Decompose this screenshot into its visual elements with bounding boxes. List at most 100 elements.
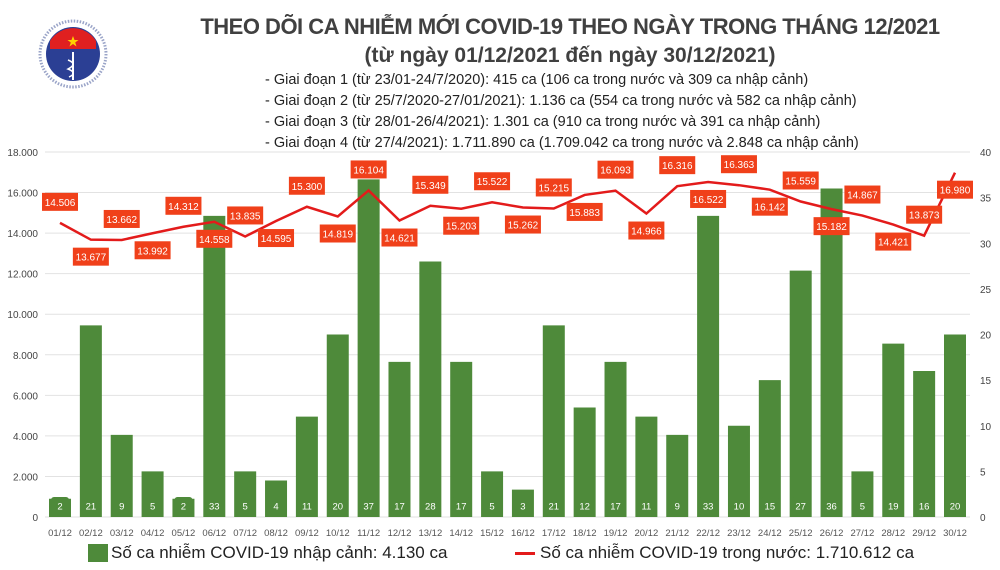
chart-title: THEO DÕI CA NHIỄM MỚI COVID-19 THEO NGÀY… bbox=[200, 14, 940, 39]
right-axis-tick: 10 bbox=[980, 422, 992, 433]
legend-imported-label: Số ca nhiễm COVID-19 nhập cảnh: 4.130 ca bbox=[111, 543, 448, 562]
line-label: 14.621 bbox=[384, 234, 415, 245]
line-label: 16.104 bbox=[353, 165, 384, 176]
x-axis-tick: 05/12 bbox=[172, 528, 196, 539]
bar-label-box bbox=[328, 497, 347, 514]
line-label: 15.349 bbox=[415, 181, 446, 192]
line-label: 13.835 bbox=[230, 211, 261, 222]
left-axis-tick: 18.000 bbox=[7, 148, 38, 159]
bar-label: 28 bbox=[425, 502, 436, 513]
bar-label-box bbox=[729, 497, 748, 514]
bar-label: 15 bbox=[765, 502, 776, 513]
bar bbox=[295, 416, 318, 517]
bar-label-box bbox=[668, 497, 687, 514]
left-axis-tick: 6.000 bbox=[13, 391, 38, 402]
line-label-box bbox=[227, 206, 264, 225]
line-label: 16.316 bbox=[662, 161, 693, 172]
domestic-line bbox=[59, 172, 957, 242]
line-label: 15.522 bbox=[477, 177, 508, 188]
line-label: 14.558 bbox=[199, 235, 230, 246]
bar-label: 16 bbox=[919, 502, 930, 513]
bar-label: 4 bbox=[273, 502, 278, 513]
bar-label: 21 bbox=[86, 502, 97, 513]
bar-label-box bbox=[51, 497, 69, 514]
bar-label-box bbox=[421, 497, 440, 514]
line-label-box bbox=[412, 175, 449, 194]
x-axis-tick: 18/12 bbox=[573, 528, 597, 539]
x-axis-tick: 01/12 bbox=[48, 528, 72, 539]
x-axis-tick: 30/12 bbox=[943, 528, 967, 539]
line-label-box bbox=[628, 221, 665, 240]
bar-label: 9 bbox=[675, 502, 680, 513]
bar bbox=[604, 361, 627, 517]
line-label-box bbox=[381, 228, 418, 247]
bar bbox=[110, 434, 133, 517]
bar-label-box bbox=[112, 497, 131, 514]
right-axis-tick: 15 bbox=[980, 376, 992, 387]
x-axis-tick: 13/12 bbox=[418, 528, 442, 539]
line-label-box bbox=[350, 160, 387, 179]
bar-label: 5 bbox=[243, 502, 248, 513]
left-axis-tick: 4.000 bbox=[13, 432, 38, 443]
left-axis-tick: 2.000 bbox=[13, 472, 38, 483]
bar-label: 20 bbox=[332, 502, 343, 513]
line-label-box bbox=[906, 205, 943, 224]
line-label: 16.363 bbox=[724, 160, 755, 171]
x-axis-tick: 16/12 bbox=[511, 528, 535, 539]
line-label: 14.595 bbox=[261, 234, 292, 245]
bar-label: 20 bbox=[950, 502, 961, 513]
line-label: 14.312 bbox=[168, 202, 199, 213]
line-label-box bbox=[690, 189, 727, 208]
line-label: 16.093 bbox=[600, 166, 631, 177]
bar-label-box bbox=[483, 497, 502, 514]
bar bbox=[727, 425, 750, 517]
bar bbox=[573, 407, 596, 517]
bar bbox=[820, 188, 843, 517]
bar-label-box bbox=[513, 497, 532, 514]
line-label: 13.992 bbox=[137, 246, 168, 257]
bar-label-box bbox=[390, 497, 409, 514]
line-label: 13.662 bbox=[106, 215, 137, 226]
bar-label: 27 bbox=[795, 502, 806, 513]
line-label: 16.142 bbox=[755, 203, 786, 214]
bar-label: 37 bbox=[363, 502, 374, 513]
line-label-box bbox=[813, 217, 850, 236]
bar-label-box bbox=[915, 497, 934, 514]
bar-label: 19 bbox=[888, 502, 899, 513]
x-axis-tick: 12/12 bbox=[388, 528, 412, 539]
x-axis-tick: 20/12 bbox=[634, 528, 658, 539]
bar-label: 21 bbox=[549, 502, 560, 513]
bar-label: 17 bbox=[394, 502, 405, 513]
bar-label: 5 bbox=[860, 502, 865, 513]
phase-1-text: - Giai đoạn 1 (từ 23/01-24/7/2020): 415 … bbox=[265, 72, 809, 88]
bar-label-box bbox=[452, 497, 471, 514]
bar bbox=[203, 215, 226, 517]
bar-label: 5 bbox=[489, 502, 494, 513]
x-axis-tick: 02/12 bbox=[79, 528, 103, 539]
x-axis-tick: 26/12 bbox=[820, 528, 844, 539]
bar-label: 3 bbox=[520, 502, 525, 513]
line-label: 15.262 bbox=[508, 221, 539, 232]
x-axis-tick: 15/12 bbox=[480, 528, 504, 539]
legend-domestic-label: Số ca nhiễm COVID-19 trong nước: 1.710.6… bbox=[540, 543, 915, 562]
bar-label: 17 bbox=[456, 502, 467, 513]
line-label-box bbox=[103, 209, 140, 228]
bar-label: 36 bbox=[826, 502, 837, 513]
right-axis-tick: 25 bbox=[980, 285, 992, 296]
line-label-box bbox=[196, 229, 233, 248]
line-label-box bbox=[659, 156, 696, 175]
bar-label: 2 bbox=[57, 502, 62, 513]
bar bbox=[913, 371, 936, 517]
chart-subtitle: (từ ngày 01/12/2021 đến ngày 30/12/2021) bbox=[364, 44, 776, 67]
line-label-box bbox=[288, 176, 325, 195]
x-axis-tick: 23/12 bbox=[727, 528, 751, 539]
line-label-box bbox=[937, 180, 973, 199]
bar bbox=[789, 270, 812, 517]
x-axis-tick: 25/12 bbox=[789, 528, 813, 539]
line-label-box bbox=[319, 224, 356, 243]
x-axis-tick: 29/12 bbox=[912, 528, 936, 539]
line-label: 13.873 bbox=[909, 211, 940, 222]
line-label-box bbox=[597, 160, 634, 179]
legend-domestic: Số ca nhiễm COVID-19 trong nước: 1.710.6… bbox=[515, 543, 914, 563]
right-axis-tick: 5 bbox=[980, 467, 986, 478]
